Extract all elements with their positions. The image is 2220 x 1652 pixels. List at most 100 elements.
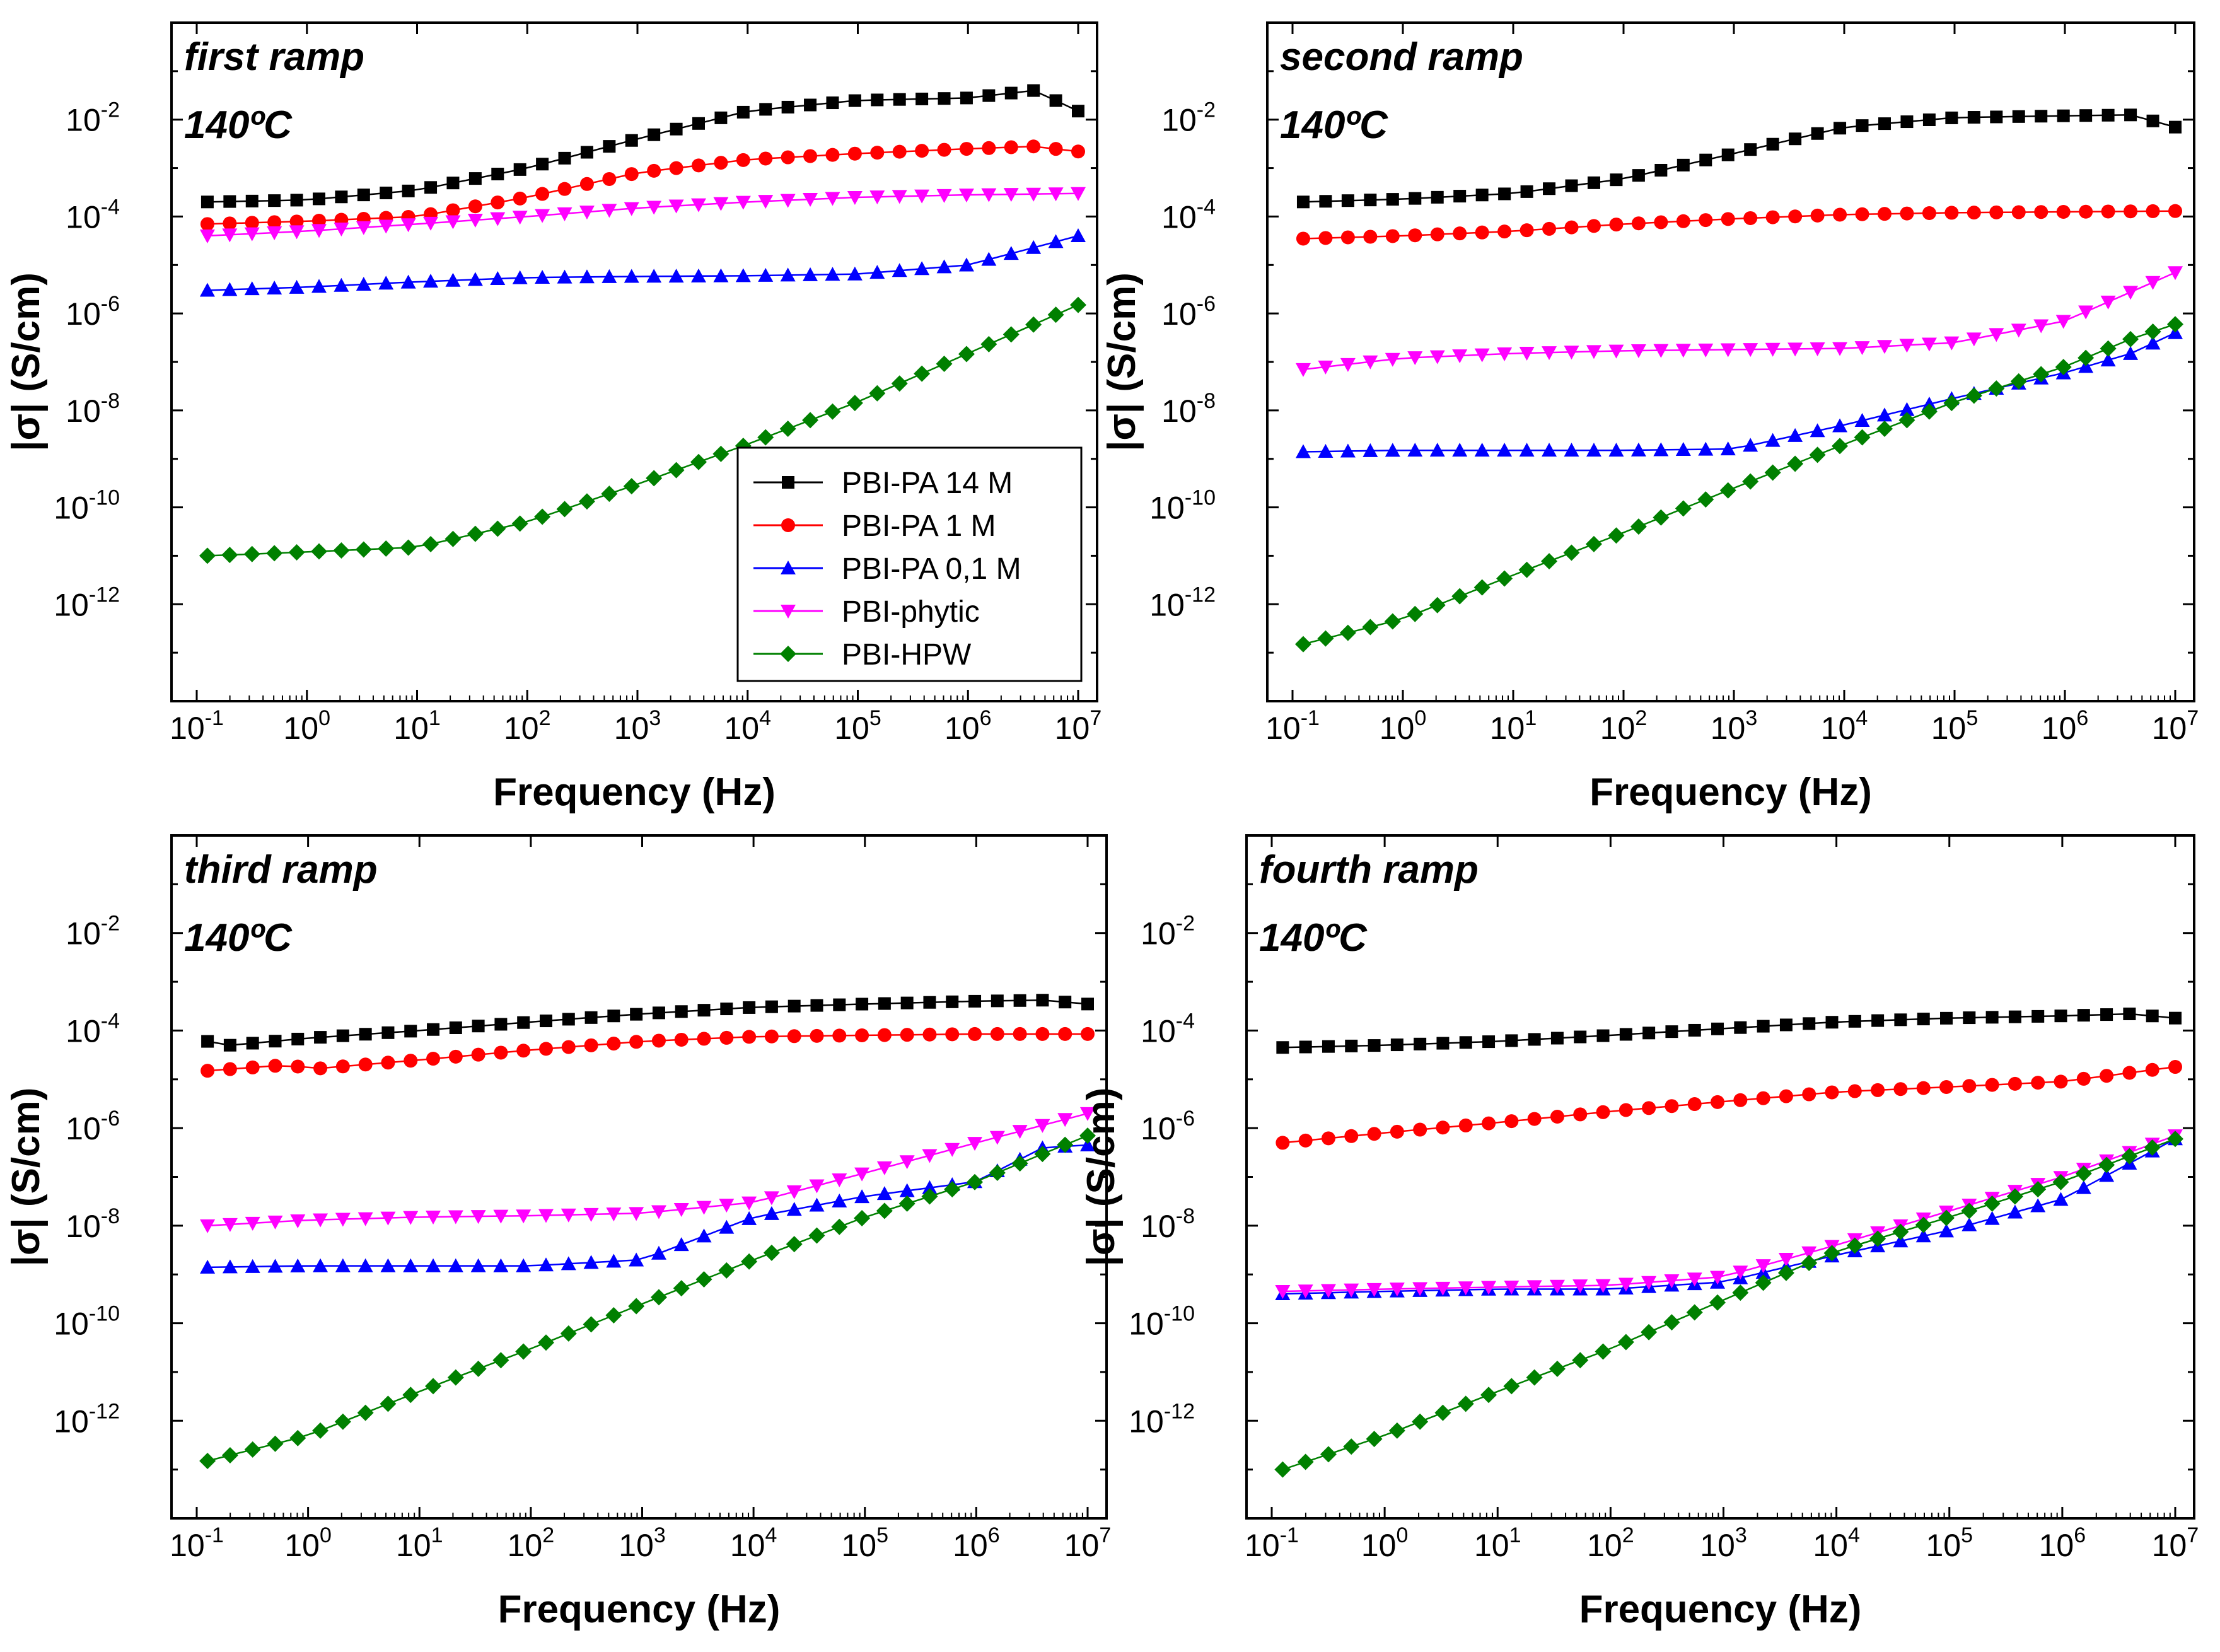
plot-frame (1245, 834, 2195, 1520)
data-point (1663, 1314, 1680, 1331)
data-point (743, 1001, 756, 1014)
data-point (1833, 207, 1847, 222)
data-point (246, 1037, 259, 1050)
data-point (1699, 213, 1713, 228)
data-point (494, 1018, 508, 1031)
data-point (1966, 332, 1982, 347)
data-point (199, 547, 216, 564)
data-point (1366, 1283, 1382, 1297)
x-tick-label: 103 (614, 706, 661, 746)
data-point (2053, 1192, 2069, 1206)
data-point (1939, 1079, 1954, 1094)
data-point (2078, 305, 2094, 320)
x-tick-label: 104 (1813, 1523, 1860, 1563)
data-point (2056, 204, 2071, 219)
data-point (625, 134, 638, 147)
data-point (854, 1189, 870, 1204)
data-point (1961, 1217, 1977, 1231)
data-point (583, 1255, 599, 1269)
series-line (1282, 1134, 2176, 1293)
data-point (1733, 1093, 1748, 1107)
data-point (1474, 443, 1490, 457)
data-point (2031, 1076, 2045, 1090)
data-point (937, 143, 951, 157)
data-point (1787, 428, 1803, 442)
data-point (803, 149, 818, 163)
data-point (1541, 553, 1558, 570)
data-point (467, 214, 483, 228)
data-point (222, 1218, 238, 1232)
series-line (207, 90, 1079, 203)
data-point (1610, 173, 1623, 187)
data-point (2100, 340, 2117, 357)
data-point (245, 216, 259, 230)
series-pbi-phytic (1275, 1129, 2183, 1300)
data-point (1321, 1131, 1335, 1146)
data-point (290, 1214, 306, 1228)
panel-first-ramp: 10-1 100 101 102 103 104 105 106 107 10-12 10-10 10… (4, 21, 1101, 814)
data-point (536, 158, 549, 171)
series-line (1282, 1138, 2176, 1295)
data-point (584, 1038, 598, 1052)
data-point (1519, 443, 1535, 457)
data-point (946, 995, 959, 1008)
data-point (445, 272, 461, 287)
legend: PBI-PA 14 M PBI-PA 1 M PBI-PA 0,1 M PBI-phy… (736, 446, 1083, 682)
data-point (491, 167, 504, 180)
data-point (492, 1352, 509, 1369)
data-point (2100, 295, 2116, 310)
data-point (2144, 323, 2161, 340)
data-point (1320, 1284, 1336, 1298)
data-point (402, 184, 415, 197)
data-point (736, 105, 750, 119)
data-point (1734, 1021, 1747, 1034)
x-tick-label: 103 (1700, 1523, 1747, 1563)
data-point (2054, 1074, 2068, 1089)
data-point (1596, 1029, 1610, 1042)
data-point (959, 142, 973, 156)
data-point (2124, 204, 2138, 219)
data-point (869, 190, 885, 205)
x-tick-label: 106 (953, 1523, 1000, 1563)
data-point (1550, 1032, 1564, 1045)
data-point (2012, 110, 2025, 123)
data-point (1296, 195, 1310, 209)
data-point (786, 1236, 803, 1253)
data-point (2079, 109, 2093, 122)
data-point (1967, 206, 1981, 220)
data-point (2006, 1188, 2023, 1205)
data-point (290, 194, 303, 207)
data-point (847, 266, 863, 281)
data-point (1564, 443, 1579, 457)
data-point (1654, 215, 1668, 230)
data-point (668, 199, 684, 214)
data-point (2008, 1010, 2021, 1023)
data-point (629, 1207, 644, 1221)
data-point (646, 470, 663, 487)
y-tick-label: 10-12 (1129, 1399, 1195, 1439)
data-point (1823, 1245, 1840, 1262)
series-pbi-pa-14-m (201, 994, 1094, 1052)
series-line (1303, 210, 2176, 240)
data-point (1430, 227, 1444, 241)
data-point (1343, 1438, 1360, 1455)
data-point (856, 998, 869, 1011)
data-point (1071, 228, 1086, 243)
series-pbi-phytic (1295, 266, 2183, 377)
data-point (1595, 1343, 1612, 1360)
data-point (1390, 1124, 1404, 1139)
data-point (1630, 344, 1646, 359)
data-point (468, 172, 482, 185)
data-point (742, 1030, 757, 1044)
data-point (1810, 423, 1825, 438)
y-tick-label: 10-12 (1149, 583, 1216, 622)
data-point (1298, 1133, 1313, 1148)
data-point (467, 272, 483, 286)
data-point (1481, 1281, 1497, 1295)
data-point (2144, 1139, 2161, 1156)
data-point (1778, 1252, 1794, 1267)
y-tick-label: 10-4 (66, 1009, 120, 1049)
data-point (561, 1208, 576, 1223)
data-point (199, 282, 215, 297)
data-point (467, 525, 484, 542)
